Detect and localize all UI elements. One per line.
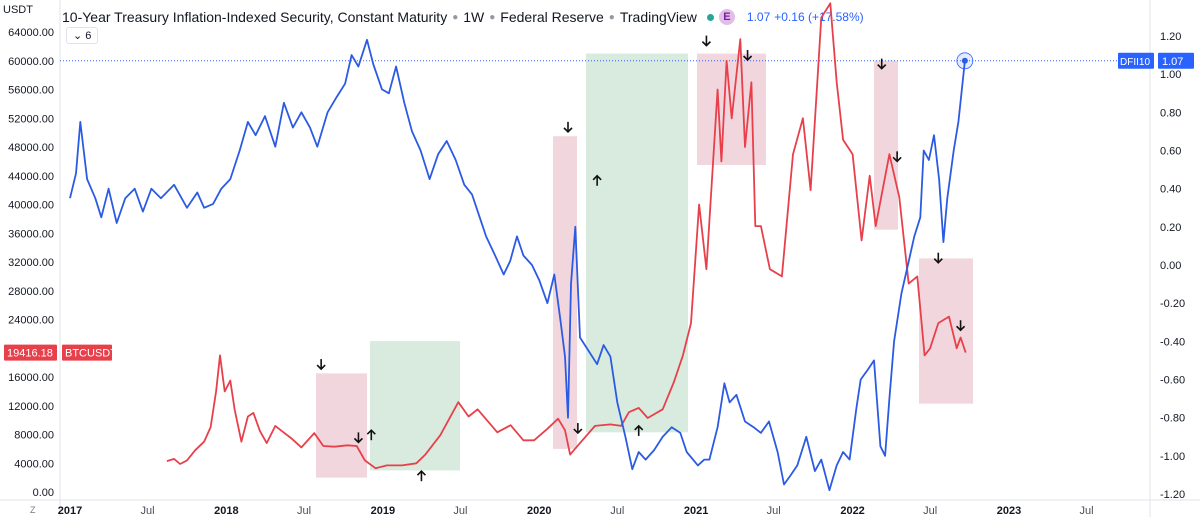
left-axis-tick-label: 24000.00 — [8, 315, 54, 327]
x-axis-tick-label: Jul — [453, 505, 467, 517]
left-axis-tick-label: 8000.00 — [14, 430, 54, 442]
dfii-series-name: DFII10 — [1120, 57, 1150, 68]
indicator-count-toggle[interactable]: ⌄ 6 — [66, 27, 99, 44]
btc-price-tag[interactable]: 19416.18 BTCUSDT — [4, 344, 117, 361]
x-axis-tick-label: 2021 — [684, 505, 708, 517]
axis-corner-label[interactable]: Z — [30, 505, 36, 515]
left-axis-tick-label: 12000.00 — [8, 401, 54, 413]
arrow-up-icon — [416, 470, 426, 482]
x-axis-tick-label: 2022 — [840, 505, 864, 517]
chart-title: 10-Year Treasury Inflation-Indexed Secur… — [62, 9, 448, 25]
series-line-btcusdt[interactable] — [166, 2, 967, 470]
arrow-down-icon — [563, 121, 573, 134]
indicator-count: 6 — [85, 30, 92, 42]
x-axis-tick-label: 2017 — [58, 505, 82, 517]
red-highlight-box[interactable] — [919, 258, 973, 404]
red-highlight-box[interactable] — [316, 373, 367, 478]
right-axis-tick-label: 1.00 — [1160, 69, 1181, 81]
right-axis-tick-label: 0.80 — [1160, 107, 1181, 119]
x-axis-tick-label: Jul — [1080, 505, 1094, 517]
x-axis-tick-label: Jul — [923, 505, 937, 517]
arrow-down-icon — [743, 50, 753, 62]
right-axis-tick-label: 1.20 — [1160, 31, 1181, 43]
x-axis-tick-label: 2020 — [527, 505, 551, 517]
left-axis-tick-label: 60000.00 — [8, 56, 54, 68]
x-axis-tick-label: 2018 — [214, 505, 238, 517]
left-axis-tick-label: 52000.00 — [8, 113, 54, 125]
arrow-down-icon — [573, 423, 583, 435]
highlight-boxes — [316, 53, 973, 478]
separator-dot: ● — [452, 11, 459, 23]
arrow-down-icon — [353, 432, 363, 444]
left-axis-tick-label: 4000.00 — [14, 458, 54, 470]
left-axis-tick-label: 28000.00 — [8, 286, 54, 298]
x-axis-tick-label: Jul — [610, 505, 624, 517]
right-axis-tick-label: -0.20 — [1160, 298, 1185, 310]
green-highlight-box[interactable] — [370, 341, 460, 471]
right-axis-tick-label: -1.20 — [1160, 489, 1185, 501]
arrow-down-icon — [701, 35, 711, 47]
arrow-down-icon — [892, 151, 902, 163]
separator-dot: ● — [489, 11, 496, 23]
left-axis-tick-label: 16000.00 — [8, 372, 54, 384]
arrow-down-icon — [933, 252, 943, 264]
series-end-point[interactable] — [961, 57, 968, 64]
legend-bar: 10-Year Treasury Inflation-Indexed Secur… — [62, 6, 864, 28]
legend-change: +0.16 (+17.58%) — [774, 10, 864, 24]
x-axis-tick-label: Jul — [141, 505, 155, 517]
btc-series-name: BTCUSDT — [65, 348, 117, 360]
currency-label[interactable]: USDT — [3, 4, 33, 16]
arrow-up-icon — [634, 424, 644, 436]
status-dot-icon — [706, 13, 714, 21]
arrow-down-icon — [877, 58, 887, 70]
x-axis-tick-label: 2019 — [371, 505, 395, 517]
left-axis-tick-label: 40000.00 — [8, 200, 54, 212]
x-axis-tick-label: Jul — [767, 505, 781, 517]
right-axis-tick-label: 0.40 — [1160, 184, 1181, 196]
left-axis-tick-label: 0.00 — [33, 487, 54, 499]
arrow-down-icon — [956, 320, 966, 332]
right-axis-tick-label: 0.60 — [1160, 146, 1181, 158]
left-axis-tick-label: 36000.00 — [8, 228, 54, 240]
x-axis-tick-label: 2023 — [997, 505, 1021, 517]
right-axis-tick-label: -0.60 — [1160, 375, 1185, 387]
separator-dot: ● — [608, 11, 615, 23]
left-axis-tick-label: 32000.00 — [8, 257, 54, 269]
x-axis-tick-label: Jul — [297, 505, 311, 517]
platform-label: TradingView — [619, 9, 697, 25]
dfii-value: 1.07 — [1162, 56, 1183, 68]
arrow-down-icon — [316, 359, 326, 371]
interval-label[interactable]: 1W — [463, 9, 485, 25]
right-axis-tick-label: 0.00 — [1160, 260, 1181, 272]
chevron-down-icon: ⌄ — [73, 30, 83, 42]
earnings-badge[interactable]: E — [718, 9, 735, 25]
right-axis-tick-label: 0.20 — [1160, 222, 1181, 234]
right-axis-tick-label: -0.40 — [1160, 336, 1185, 348]
green-highlight-box[interactable] — [586, 53, 688, 433]
red-highlight-box[interactable] — [874, 60, 898, 230]
right-axis-tick-label: -1.00 — [1160, 451, 1185, 463]
right-axis-tick-label: -0.80 — [1160, 413, 1185, 425]
left-axis-tick-label: 56000.00 — [8, 85, 54, 97]
left-axis-tick-label: 64000.00 — [8, 27, 54, 39]
left-axis-tick-label: 48000.00 — [8, 142, 54, 154]
arrow-up-icon — [366, 429, 376, 441]
dfii-price-tag[interactable]: DFII10 1.07 — [1118, 52, 1194, 69]
series-line-dfii10[interactable] — [69, 38, 966, 492]
legend-value: 1.07 — [746, 10, 771, 24]
source-label: Federal Reserve — [500, 9, 604, 25]
arrow-up-icon — [592, 174, 602, 186]
btc-price-value: 19416.18 — [7, 348, 53, 360]
left-axis-tick-label: 44000.00 — [8, 171, 54, 183]
